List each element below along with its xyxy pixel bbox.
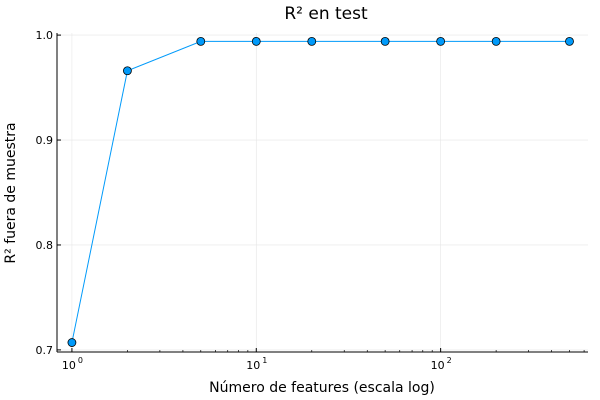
data-point-4 (307, 36, 317, 46)
x-tick-label-exp-1: 1 (262, 356, 267, 365)
x-tick-label-0: 10 (62, 359, 76, 372)
data-point-6 (436, 36, 446, 46)
y-tick-label-3: 1.0 (36, 29, 54, 42)
data-point-7 (491, 36, 501, 46)
y-tick-label-1: 0.8 (36, 239, 54, 252)
series-layer (67, 36, 574, 347)
series-line-0 (71, 40, 570, 343)
grid-layer (57, 33, 588, 352)
y-tick-label-0: 0.7 (36, 344, 54, 357)
data-point-3 (251, 36, 261, 46)
data-point-8 (565, 36, 574, 46)
y-tick-label-2: 0.9 (36, 134, 54, 147)
chart-title: R² en test (284, 4, 368, 24)
data-point-1 (123, 66, 132, 76)
x-tick-label-1: 10 (246, 359, 260, 372)
x-tick-label-exp-2: 2 (447, 356, 452, 365)
data-point-0 (67, 338, 77, 347)
x-axis-label: Número de features (escala log) (209, 380, 435, 396)
x-tick-label-exp-0: 0 (78, 356, 83, 365)
data-point-2 (196, 36, 206, 46)
axes-layer (56, 33, 588, 353)
y-axis-label: R² fuera de muestra (3, 122, 19, 263)
x-tick-label-2: 10 (431, 359, 445, 372)
data-point-5 (380, 36, 390, 46)
tick-layer: 10 0 10 1 10 20.70.80.91.0 (36, 29, 585, 372)
